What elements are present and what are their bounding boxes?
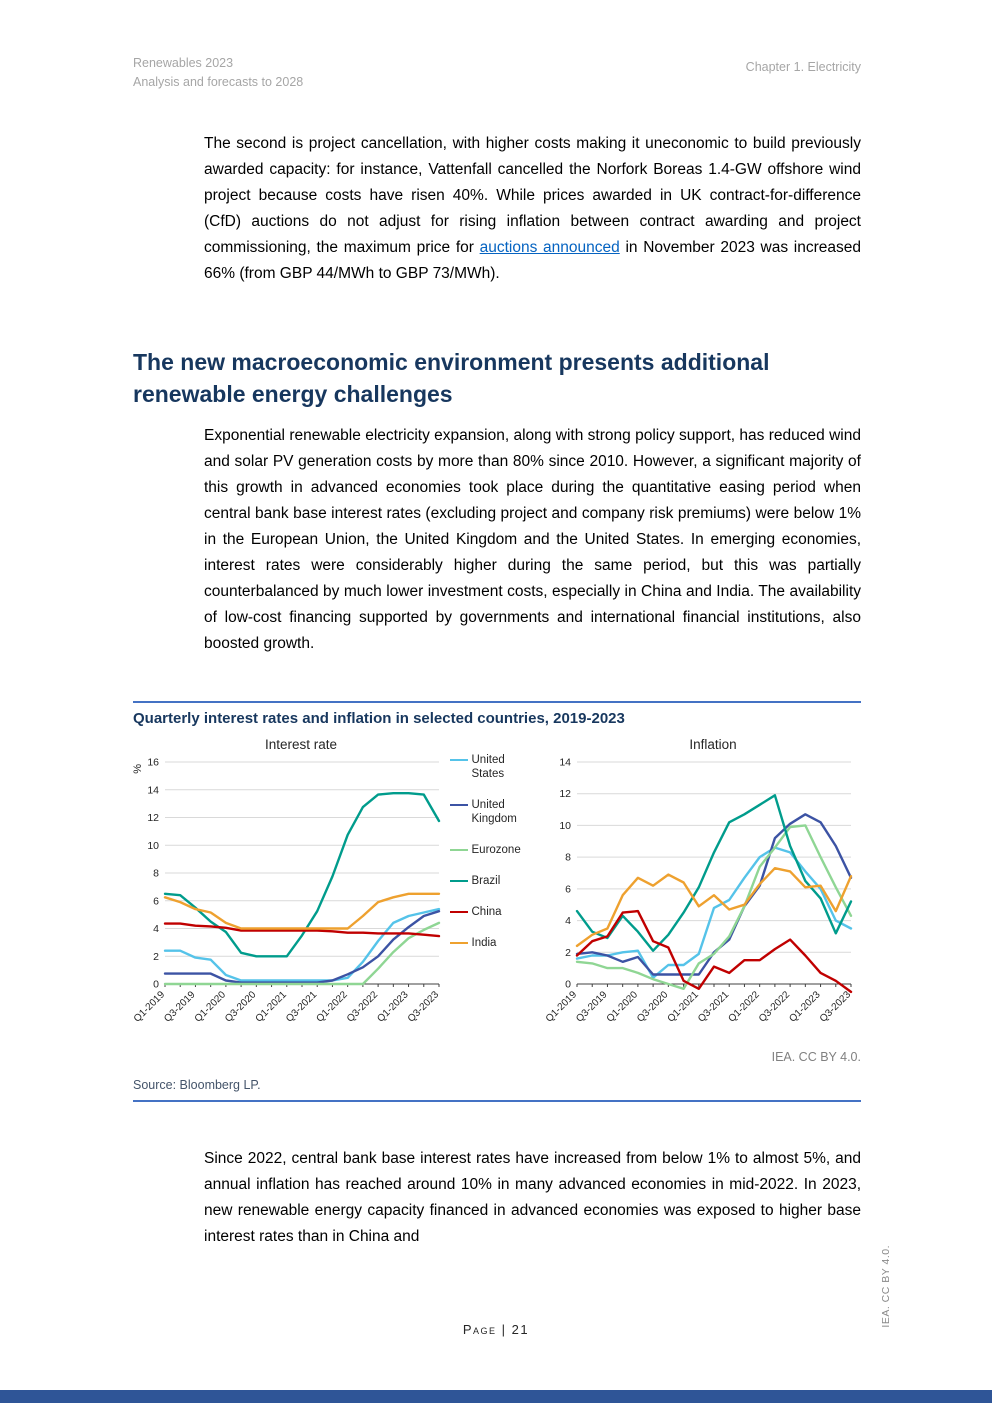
figure-source: Source: Bloomberg LP. [133,1078,261,1092]
page-number: Page | 21 [462,1322,530,1337]
y-tick-label: 12 [559,788,571,800]
legend-color-swatch [449,942,468,944]
x-tick-label: Q1-2019 [544,989,580,1025]
paragraph-text: The second is project cancellation, with… [204,135,861,256]
legend-color-swatch [449,804,468,806]
legend-color-swatch [449,911,468,913]
series-line-brazil [163,792,441,958]
series-line-united-kingdom [163,909,441,984]
y-tick-label: 8 [153,868,159,880]
x-tick-label: Q3-2020 [635,989,671,1025]
figure-bottom-rule [133,1100,861,1102]
y-tick-label: 16 [147,757,159,769]
series-line-china [575,909,853,994]
y-tick-label: 10 [147,840,159,852]
legend-item-india: India [449,936,545,950]
auctions-announced-link[interactable]: auctions announced [479,239,620,256]
legend-label: Brazil [471,875,501,887]
x-tick-label: Q3-2021 [696,989,732,1025]
legend-item-united-kingdom: United Kingdom [449,798,545,826]
y-tick-label: 10 [559,820,571,832]
y-tick-label: 4 [153,923,159,935]
y-tick-label: 6 [565,883,571,895]
charts-row: Interest rate 0 2 4 6 8 10 12 14 16 Q1-2019 Q3-201… [132,737,861,1046]
side-license-note: IEA. CC BY 4.0. [880,1245,892,1328]
x-tick-label: Q3-2023 [406,989,442,1025]
x-tick-label: Q1-2023 [787,989,823,1025]
y-tick-label: 14 [559,757,571,769]
report-title-header: Renewables 2023 Analysis and forecasts t… [133,54,303,92]
legend-color-swatch [449,759,468,761]
figure-title: Quarterly interest rates and inflation i… [133,710,625,727]
figure-attribution: IEA. CC BY 4.0. [771,1050,861,1064]
x-tick-label: Q1-2022 [726,989,762,1025]
series-line-brazil [575,794,853,952]
chapter-header: Chapter 1. Electricity [745,60,861,74]
report-title: Renewables 2023 [133,56,234,70]
x-tick-label: Q3-2019 [574,989,610,1025]
paragraph-project-cancellation: The second is project cancellation, with… [204,131,861,287]
interest-rate-chart-block: Interest rate 0 2 4 6 8 10 12 14 16 Q1-2019 Q3-201… [132,737,449,1046]
y-axis-label: % [132,764,144,774]
series-line-united-states [163,907,441,982]
x-tick-label: Q1-2019 [132,989,168,1025]
x-tick-label: Q3-2022 [345,989,381,1025]
legend-label: India [471,937,497,949]
legend-item-brazil: Brazil [449,874,545,888]
series-line-eurozone [163,921,441,986]
legend-color-swatch [449,880,468,882]
y-tick-label: 0 [565,979,571,991]
series-line-eurozone [575,824,853,991]
x-tick-label: Q1-2021 [254,989,290,1025]
x-tick-label: Q3-2021 [284,989,320,1025]
x-tick-label: Q1-2020 [605,989,641,1025]
series-line-india [575,866,853,948]
x-tick-label: Q1-2022 [314,989,350,1025]
legend-label: Eurozone [471,844,521,856]
y-tick-label: 2 [565,947,571,959]
x-tick-label: Q3-2019 [162,989,198,1025]
legend-label: United Kingdom [471,799,517,825]
y-tick-label: 2 [153,951,159,963]
interest-rate-chart: 0246810121416Q1-2019Q3-2019Q1-2020Q3-202… [132,757,442,1025]
x-tick-label: Q1-2020 [193,989,229,1025]
legend-item-eurozone: Eurozone [449,843,545,857]
y-tick-label: 14 [147,784,159,796]
x-tick-label: Q1-2021 [666,989,702,1025]
series-line-china [163,922,441,938]
x-tick-label: Q3-2023 [818,989,854,1025]
legend-label: United States [471,754,505,780]
inflation-chart-block: Inflation 0 2 4 6 8 10 12 14 Q1-2019 Q3-2019 Q1-20… [544,737,861,1046]
section-heading: The new macroeconomic environment presen… [133,349,770,407]
y-tick-label: 8 [565,852,571,864]
figure-top-rule [133,701,861,703]
report-subtitle: Analysis and forecasts to 2028 [133,75,304,89]
legend-item-united-states: United States [449,753,545,781]
inflation-chart: 02468101214Q1-2019Q3-2019Q1-2020Q3-2020Q… [544,757,854,1025]
inflation-chart-title: Inflation [689,737,737,752]
legend-label: China [471,906,502,918]
figure-block: Quarterly interest rates and inflation i… [132,701,861,1102]
legend-item-china: China [449,905,545,919]
legend-color-swatch [449,849,468,851]
paragraph-since-2022: Since 2022, central bank base interest r… [204,1150,861,1245]
page-footer-bar [0,1390,992,1403]
x-tick-label: Q1-2023 [375,989,411,1025]
y-tick-label: 0 [153,979,159,991]
series-line-united-states [575,846,853,979]
interest-rate-chart-title: Interest rate [264,737,338,752]
x-tick-label: Q3-2022 [757,989,793,1025]
y-tick-label: 4 [565,915,571,927]
y-tick-label: 6 [153,895,159,907]
paragraph-macroeconomic: Exponential renewable electricity expans… [204,427,861,652]
y-tick-label: 12 [147,812,159,824]
paragraph-text: in November 2023 was increased 66% (from… [204,239,861,282]
series-line-india [163,892,441,930]
x-tick-label: Q3-2020 [223,989,259,1025]
chart-legend: United States United Kingdom Eurozone Brazi… [449,737,545,1046]
